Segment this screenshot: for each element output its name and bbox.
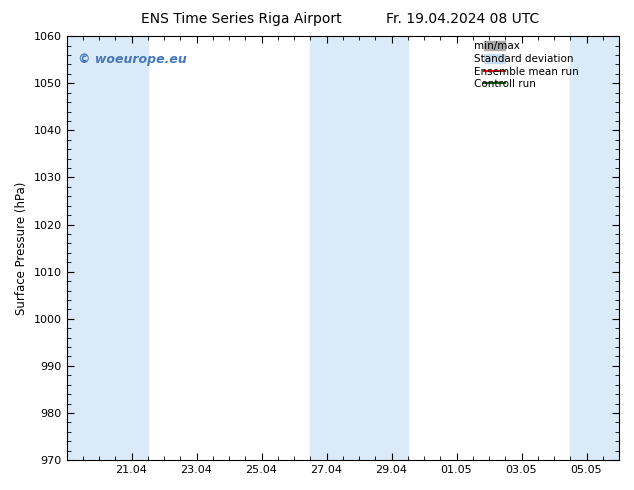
Legend: min/max, Standard deviation, Ensemble mean run, Controll run: min/max, Standard deviation, Ensemble me… xyxy=(482,39,616,91)
Text: Fr. 19.04.2024 08 UTC: Fr. 19.04.2024 08 UTC xyxy=(386,12,540,26)
Y-axis label: Surface Pressure (hPa): Surface Pressure (hPa) xyxy=(15,181,28,315)
Bar xyxy=(570,36,619,460)
Text: ENS Time Series Riga Airport: ENS Time Series Riga Airport xyxy=(141,12,341,26)
Bar xyxy=(67,36,148,460)
Text: © woeurope.eu: © woeurope.eu xyxy=(77,53,186,66)
Bar xyxy=(310,36,408,460)
